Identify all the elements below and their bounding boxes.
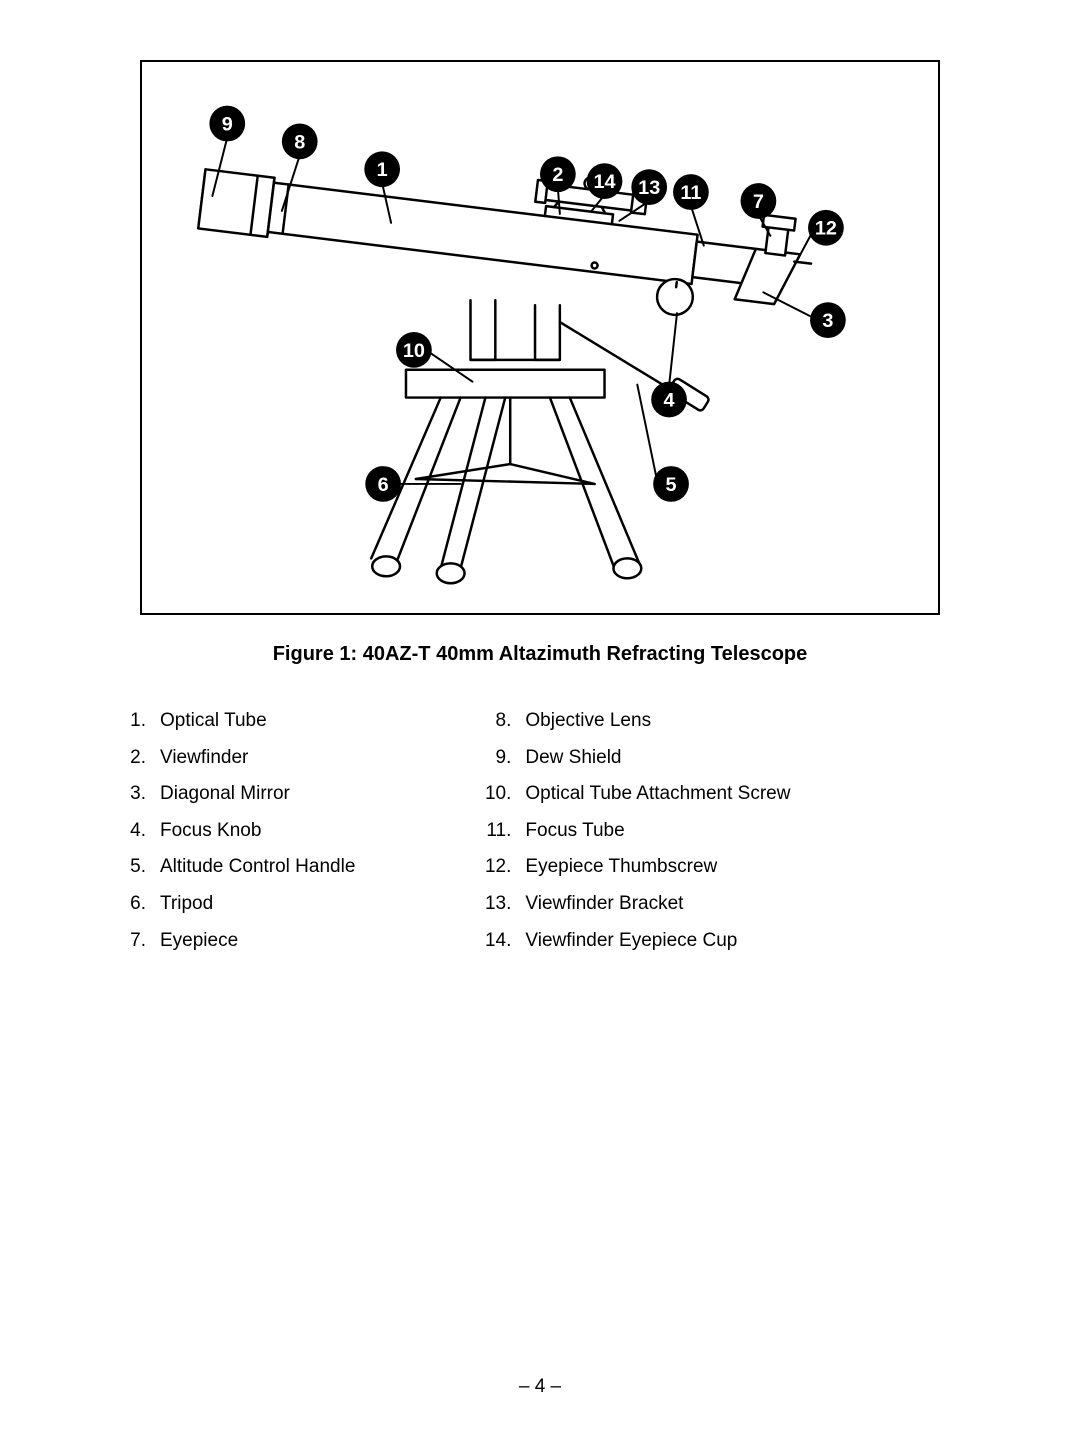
callout-number: 8	[294, 131, 305, 153]
callout-number: 10	[403, 340, 425, 362]
list-item-label: Diagonal Mirror	[160, 781, 290, 808]
figure-box: 9812141311712345610	[140, 60, 940, 615]
list-item: 2. Viewfinder	[110, 745, 355, 772]
list-item: 5. Altitude Control Handle	[110, 854, 355, 881]
list-item-number: 2.	[110, 745, 146, 772]
list-item-number: 8.	[475, 708, 511, 735]
list-item-number: 1.	[110, 708, 146, 735]
callout-number: 3	[822, 310, 833, 332]
list-item: 9. Dew Shield	[475, 745, 790, 772]
list-item-label: Optical Tube	[160, 708, 267, 735]
callout-number: 11	[680, 182, 701, 204]
document-page: 9812141311712345610 Figure 1: 40AZ-T 40m…	[0, 0, 1080, 1440]
list-item: 3. Diagonal Mirror	[110, 781, 355, 808]
list-item: 7. Eyepiece	[110, 928, 355, 955]
callout-number: 5	[666, 474, 677, 496]
parts-lists: 1. Optical Tube 2. Viewfinder 3. Diagonal Mir…	[90, 708, 990, 964]
list-item: 6. Tripod	[110, 891, 355, 918]
parts-list-right: 8. Objective Lens 9. Dew Shield 10. Optical T…	[475, 708, 790, 964]
callout-number: 13	[638, 177, 660, 199]
list-item-label: Viewfinder	[160, 745, 248, 772]
callout-number: 4	[664, 389, 675, 411]
page-number: – 4 –	[0, 1376, 1080, 1398]
callout-number: 6	[378, 474, 389, 496]
list-item-number: 3.	[110, 781, 146, 808]
list-item-label: Eyepiece	[160, 928, 238, 955]
list-item: 12. Eyepiece Thumbscrew	[475, 854, 790, 881]
list-item-number: 11.	[475, 818, 511, 845]
list-item-number: 12.	[475, 854, 511, 881]
list-item-label: Viewfinder Bracket	[525, 891, 683, 918]
list-item-label: Altitude Control Handle	[160, 854, 355, 881]
telescope-diagram: 9812141311712345610	[142, 62, 938, 613]
list-item: 13. Viewfinder Bracket	[475, 891, 790, 918]
callout-number: 12	[815, 218, 837, 240]
callout-number: 2	[552, 164, 563, 186]
list-item-label: Dew Shield	[525, 745, 621, 772]
callout-number: 1	[377, 159, 388, 181]
list-item-number: 9.	[475, 745, 511, 772]
parts-list-left: 1. Optical Tube 2. Viewfinder 3. Diagonal Mir…	[110, 708, 355, 964]
list-item-label: Focus Tube	[525, 818, 624, 845]
list-item: 10. Optical Tube Attachment Screw	[475, 781, 790, 808]
list-item: 8. Objective Lens	[475, 708, 790, 735]
list-item-label: Focus Knob	[160, 818, 261, 845]
callout-number: 14	[593, 171, 615, 193]
list-item-label: Tripod	[160, 891, 213, 918]
list-item: 14. Viewfinder Eyepiece Cup	[475, 928, 790, 955]
list-item: 1. Optical Tube	[110, 708, 355, 735]
list-item-number: 13.	[475, 891, 511, 918]
list-item: 11. Focus Tube	[475, 818, 790, 845]
list-item-label: Optical Tube Attachment Screw	[525, 781, 790, 808]
callout-number: 7	[753, 191, 764, 213]
list-item-number: 5.	[110, 854, 146, 881]
list-item-number: 7.	[110, 928, 146, 955]
list-item-label: Eyepiece Thumbscrew	[525, 854, 717, 881]
callout-number: 9	[222, 114, 233, 136]
list-item-label: Objective Lens	[525, 708, 651, 735]
list-item-number: 6.	[110, 891, 146, 918]
figure-caption: Figure 1: 40AZ-T 40mm Altazimuth Refract…	[90, 643, 990, 666]
list-item-number: 10.	[475, 781, 511, 808]
list-item-number: 4.	[110, 818, 146, 845]
list-item-label: Viewfinder Eyepiece Cup	[525, 928, 737, 955]
list-item: 4. Focus Knob	[110, 818, 355, 845]
list-item-number: 14.	[475, 928, 511, 955]
